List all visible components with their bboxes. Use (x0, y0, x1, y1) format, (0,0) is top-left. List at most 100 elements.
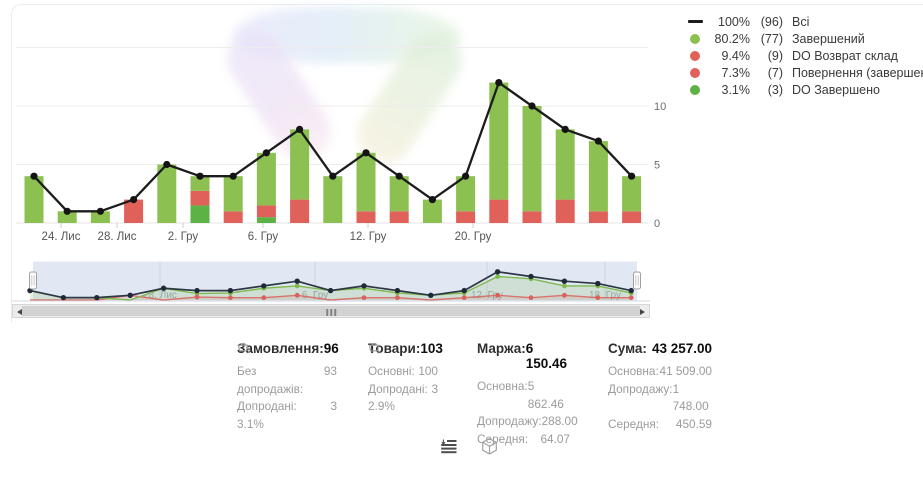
bar-segment-green[interactable] (356, 152, 376, 212)
bar-segment-green[interactable] (157, 164, 177, 224)
navigator-axis-label: 6. Гру (302, 290, 328, 301)
bar-segment-green[interactable] (57, 211, 77, 223)
bar-segment-dark_green[interactable] (190, 205, 210, 223)
data-point[interactable] (428, 196, 436, 204)
data-point[interactable] (561, 125, 569, 133)
bar-segment-green[interactable] (622, 176, 642, 212)
legend-count: (3) (767, 82, 783, 97)
scrollbar-grip-icon[interactable] (326, 309, 336, 316)
data-point[interactable] (329, 172, 337, 180)
bar-segment-red[interactable] (190, 190, 210, 206)
stat-row: Без допродажів: 93 (237, 363, 337, 398)
bar-segment-red[interactable] (456, 211, 476, 223)
navigator-point (127, 292, 133, 298)
legend-percent: 80.2% (714, 31, 750, 46)
stat-row: Середня: 450.59 (608, 416, 712, 434)
data-point[interactable] (262, 149, 270, 157)
list-view-button[interactable] (440, 438, 462, 458)
bar-segment-green[interactable] (555, 129, 575, 200)
navigator-point (294, 283, 300, 289)
bar-segment-red[interactable] (223, 211, 243, 223)
legend-item-1[interactable]: 80.2% (77) Завершений (687, 30, 923, 47)
navigator-point (561, 278, 568, 284)
bar-segment-red[interactable] (256, 205, 276, 218)
scrollbar-left-arrow-icon[interactable] (14, 305, 26, 317)
bar-segment-red[interactable] (124, 199, 144, 223)
data-point[interactable] (30, 172, 38, 180)
stat-row: Основна: 5 862.46 (477, 378, 570, 413)
navigator-point (562, 292, 567, 298)
legend-percent: 3.1% (721, 82, 751, 97)
bar-segment-green[interactable] (24, 176, 44, 223)
bar-segment-green[interactable] (588, 141, 608, 212)
basket-percent-value: 3.1% (237, 416, 264, 431)
data-point[interactable] (495, 79, 503, 87)
data-point[interactable] (296, 125, 304, 133)
bar-segment-green[interactable] (190, 176, 210, 191)
data-point[interactable] (229, 172, 237, 180)
bar-segment-dark_green[interactable] (256, 217, 276, 223)
package-view-button[interactable] (480, 437, 502, 457)
bar-segment-red[interactable] (356, 211, 376, 223)
stat-row: Середня: 64.07 (477, 431, 570, 449)
chart-legend: 100% (96) Всі 80.2% (77) Завершений 9.4% (9) DO … (687, 13, 923, 98)
legend-line-marker-icon (687, 20, 703, 23)
data-point[interactable] (196, 172, 204, 180)
bar-segment-red[interactable] (389, 211, 409, 223)
bar-segment-green[interactable] (90, 211, 110, 223)
bar-segment-green[interactable] (522, 106, 542, 212)
legend-item-2[interactable]: 9.4% (9) DO Возврат склад (687, 47, 923, 64)
legend-item-4[interactable]: 3.1% (3) DO Завершено (687, 81, 923, 98)
navigator-point (60, 294, 67, 301)
stat-title-label: Замовлення: (237, 341, 324, 356)
bar-segment-green[interactable] (256, 152, 276, 206)
stat-title-label: Сума: (608, 341, 647, 356)
data-point[interactable] (130, 196, 138, 204)
navigator-point (528, 295, 534, 301)
bar-segment-green[interactable] (290, 129, 310, 200)
navigator-handle-left[interactable] (29, 271, 37, 290)
data-point[interactable] (628, 172, 636, 180)
stat-value: 3 (431, 381, 438, 396)
data-point[interactable] (96, 207, 104, 215)
data-point[interactable] (362, 149, 370, 157)
data-point[interactable] (395, 172, 403, 180)
stat-value: 41 509.00 (659, 364, 712, 378)
legend-item-3[interactable]: 7.3% (7) Повернення (завершений) (687, 64, 923, 81)
main-chart[interactable]: 0 5 10 24. Лис 28. Лис 2. Гру 6. Гру 12. Гру 20.… (0, 0, 680, 255)
stat-row: Допродані: 3 (237, 398, 337, 416)
data-point[interactable] (63, 207, 71, 215)
bar-segment-red[interactable] (489, 199, 509, 223)
data-point[interactable] (462, 172, 470, 180)
navigator-point (294, 292, 300, 298)
stat-value: 1 748.00 (672, 381, 709, 414)
bar-segment-red[interactable] (588, 211, 608, 223)
bar-segment-green[interactable] (223, 176, 243, 212)
data-point[interactable] (528, 102, 536, 110)
legend-label: Повернення (завершений) (792, 65, 923, 80)
bar-segment-red[interactable] (622, 211, 642, 223)
data-point[interactable] (163, 160, 171, 169)
bar-segment-green[interactable] (422, 199, 442, 223)
bar-segment-green[interactable] (323, 176, 343, 223)
bar-segment-green[interactable] (389, 176, 409, 212)
stat-row: Основні: 100 (368, 363, 438, 381)
scrollbar-right-arrow-icon[interactable] (636, 305, 648, 317)
legend-dot-icon (687, 50, 703, 61)
scrollbar-thumb[interactable] (22, 306, 640, 316)
horizontal-scrollbar[interactable] (12, 304, 650, 318)
bar-segment-green[interactable] (489, 82, 509, 200)
bar-segment-red[interactable] (522, 211, 542, 223)
navigator-handle-right[interactable] (633, 271, 641, 290)
legend-item-0[interactable]: 100% (96) Всі (687, 13, 923, 30)
navigator-axis-label: 18. Гру (589, 290, 621, 301)
bar-segment-red[interactable] (290, 199, 310, 223)
data-point[interactable] (594, 137, 603, 145)
bar-segment-green[interactable] (456, 176, 476, 212)
x-axis-label: 12. Гру (350, 231, 387, 243)
svg-text:x: x (247, 350, 250, 354)
bar-segment-red[interactable] (555, 199, 575, 223)
legend-percent: 9.4% (721, 48, 751, 63)
